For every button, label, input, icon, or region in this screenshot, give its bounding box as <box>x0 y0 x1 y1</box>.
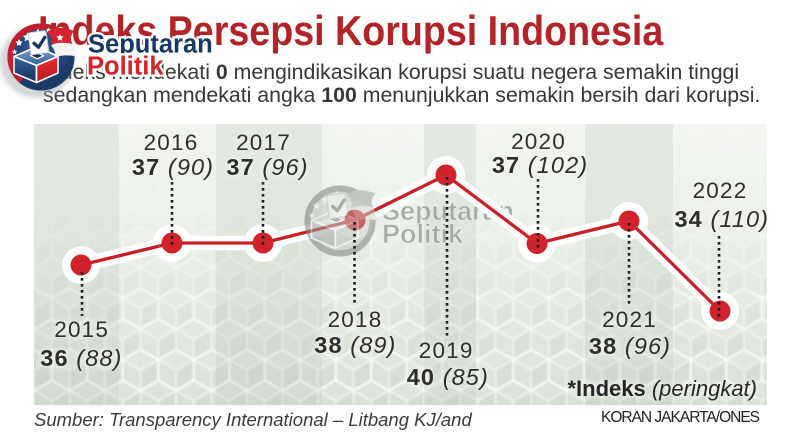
svg-text:Seputaran: Seputaran <box>88 31 213 59</box>
svg-text:Politik: Politik <box>87 53 164 81</box>
svg-text:Politik: Politik <box>382 219 464 249</box>
